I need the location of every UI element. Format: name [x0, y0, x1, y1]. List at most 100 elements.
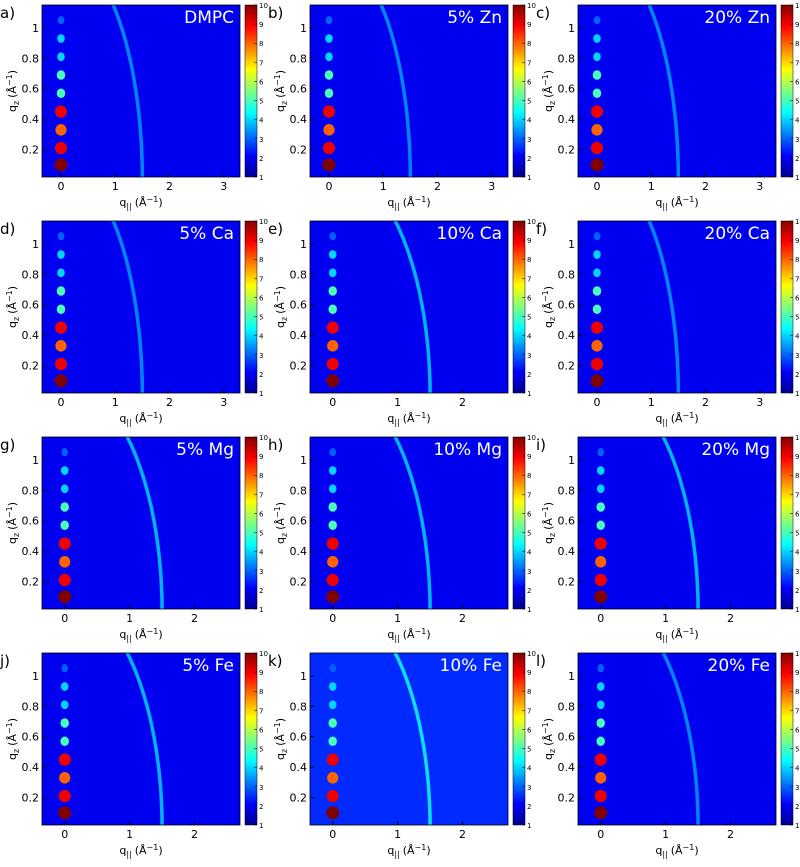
x-axis-label-part: −1	[415, 627, 427, 636]
x-axis-label-part: )	[694, 196, 698, 209]
colorbar-tick-label: 9	[527, 237, 531, 245]
colorbar-tick-label: 4	[259, 117, 264, 125]
bragg-peak	[596, 718, 605, 728]
panel-label: b)	[268, 4, 283, 22]
plot-frame	[577, 436, 777, 610]
panel-title: 10% Ca	[437, 224, 502, 244]
bragg-peak	[328, 484, 337, 494]
colorbar-tick-label: 10	[795, 434, 800, 442]
bragg-peak	[58, 537, 71, 550]
y-tick-label: 0.6	[558, 299, 576, 312]
colorbar-tick-label: 4	[527, 765, 532, 773]
scattering-arc	[661, 653, 700, 825]
x-tick-label: 0	[325, 180, 332, 193]
y-tick-label: 0.6	[558, 83, 576, 96]
colorbar-tick-label: 9	[795, 669, 799, 677]
colorbar-tick-label: 9	[527, 669, 531, 677]
scattering-arc	[111, 5, 145, 177]
colorbar-tick-label: 7	[795, 59, 799, 67]
colorbar-tick-label: 6	[795, 78, 800, 86]
y-axis-label-part: (Å	[542, 302, 555, 314]
x-axis-label-part: q	[655, 412, 662, 425]
y-tick-label: 1	[32, 670, 39, 683]
bragg-peak	[54, 321, 68, 334]
colorbar-tick-label: 10	[259, 650, 268, 658]
bragg-peak	[591, 124, 603, 136]
y-axis-label-part: )	[6, 718, 19, 722]
y-tick-label: 0.6	[290, 83, 308, 96]
x-axis-label-part: −1	[147, 411, 159, 420]
panel: 20% Mgi)0 1 20.20.40.60.81q|| (Å−1)qz(Å−1)1…	[536, 434, 800, 643]
x-tick-label: 2	[166, 396, 173, 409]
colorbar-tick-label: 8	[527, 256, 531, 264]
bragg-peak	[322, 141, 336, 155]
heatmap	[310, 437, 508, 609]
colorbar-tick-label: 9	[259, 21, 263, 29]
colorbar-tick-label: 9	[259, 453, 263, 461]
x-tick-label: 1	[662, 612, 669, 625]
y-tick-label: 0.2	[22, 144, 40, 157]
y-tick-label: 0.8	[290, 700, 308, 713]
y-tick-label: 0.4	[558, 545, 576, 558]
bragg-peak	[327, 772, 339, 784]
colorbar-tick-label: 8	[259, 688, 263, 696]
bragg-peak	[324, 70, 334, 80]
plot-frame	[309, 220, 509, 394]
y-axis-label: qz (Å−1)	[273, 286, 289, 328]
scattering-arc	[125, 437, 164, 609]
bragg-peak	[326, 537, 339, 550]
colorbar	[244, 220, 258, 394]
colorbar-tick-label: 3	[527, 784, 531, 792]
colorbar-tick-label: 10	[527, 650, 536, 658]
x-axis-label-part: ||	[662, 850, 667, 859]
panel-label: l)	[536, 652, 546, 670]
x-axis-label-part: q	[387, 844, 394, 857]
y-axis-label-part: z	[280, 317, 289, 321]
x-axis-label-part: )	[694, 844, 698, 857]
x-axis-label-part: q	[655, 628, 662, 641]
y-tick-label: 0.8	[22, 484, 40, 497]
y-axis-label-part: )	[6, 286, 19, 290]
colorbar-tick-label: 6	[795, 726, 800, 734]
bragg-peak	[60, 484, 69, 494]
colorbar-tick-label: 3	[259, 136, 263, 144]
y-tick-label: 1	[568, 454, 575, 467]
y-axis-label-part: q	[274, 537, 287, 544]
y-tick-label: 1	[300, 238, 307, 251]
panel-title: 20% Mg	[701, 440, 770, 460]
y-tick-label: 1	[32, 22, 39, 35]
plot-frame	[577, 4, 777, 178]
colorbar	[244, 4, 258, 178]
panel: 10% Mgh)0 1 20.20.40.60.81q|| (Å−1)qz(Å−1)1…	[268, 434, 536, 643]
bragg-peak	[597, 664, 605, 673]
colorbar-tick-label: 7	[259, 275, 263, 283]
colorbar	[780, 652, 794, 826]
x-tick-label: 3	[488, 180, 495, 193]
bragg-peak	[590, 105, 604, 118]
colorbar-tick-label: 1	[527, 606, 531, 614]
plot-frame	[309, 4, 509, 178]
heatmap	[578, 221, 776, 393]
scattering-arc	[393, 221, 432, 393]
panel-title: DMPC	[184, 8, 234, 28]
panel-title: 5% Ca	[179, 224, 234, 244]
x-axis-label: q|| (Å−1)	[655, 627, 698, 643]
x-axis-label: q|| (Å−1)	[119, 195, 162, 211]
y-axis-label-part: )	[6, 70, 19, 74]
colorbar-tick-label: 4	[527, 333, 532, 341]
bragg-peak	[55, 340, 67, 352]
colorbar-tick-label: 6	[527, 510, 532, 518]
bragg-peak	[327, 556, 339, 568]
x-axis-label-part: )	[158, 196, 162, 209]
x-axis-label-part: (Å	[671, 844, 683, 857]
panel-label: i)	[536, 436, 546, 454]
x-tick-label: 2	[459, 396, 466, 409]
glow	[42, 350, 151, 393]
bragg-peak	[324, 88, 334, 99]
colorbar	[780, 436, 794, 610]
panel-label: g)	[0, 436, 15, 454]
x-axis-label: q|| (Å−1)	[387, 843, 430, 859]
panel-title: 20% Ca	[705, 224, 770, 244]
bragg-peak	[596, 700, 605, 710]
x-tick-label: 0	[61, 828, 68, 841]
